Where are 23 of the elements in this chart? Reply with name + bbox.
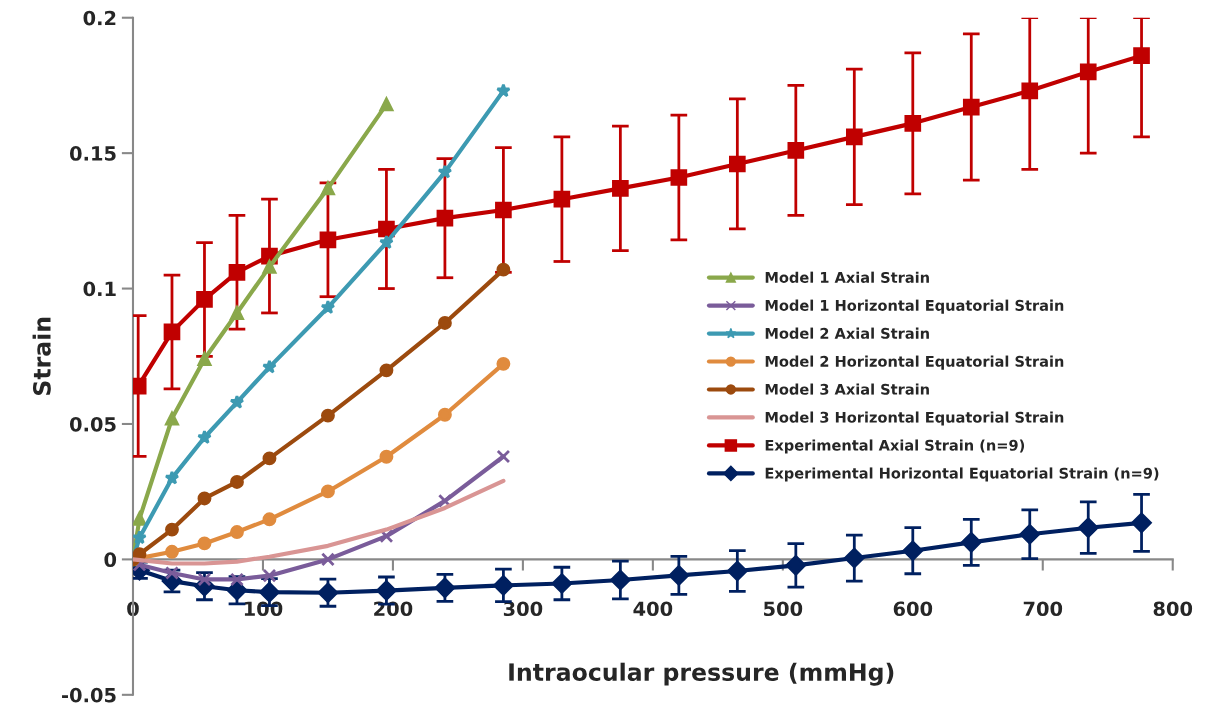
y-tick-label: 0.2 bbox=[83, 10, 116, 26]
y-tick-label: 0.1 bbox=[83, 281, 116, 297]
y-tick-label: 0.15 bbox=[69, 146, 116, 161]
y-tick-label: 0 bbox=[104, 552, 117, 568]
legend-label: Model 1 Axial Strain bbox=[765, 271, 929, 283]
legend-label: Model 1 Horizontal Equatorial Strain bbox=[765, 299, 1064, 314]
x-axis-title: Intraocular pressure (mmHg) bbox=[509, 662, 894, 686]
legend-label: Model 3 Horizontal Equatorial Strain bbox=[765, 411, 1064, 426]
x-tick-label: 400 bbox=[633, 601, 673, 617]
y-tick-label: -0.05 bbox=[62, 687, 116, 703]
legend-label: Model 3 Axial Strain bbox=[765, 383, 929, 395]
x-tick-label: 100 bbox=[244, 601, 283, 617]
x-tick-label: 600 bbox=[893, 601, 933, 617]
legend-label: Experimental Axial Strain (n=9) bbox=[765, 439, 1025, 454]
legend-label: Model 2 Axial Strain bbox=[765, 327, 929, 339]
x-tick-label: 300 bbox=[503, 601, 543, 617]
y-axis-title: Strain bbox=[32, 317, 51, 395]
legend-label: Model 2 Horizontal Equatorial Strain bbox=[765, 355, 1064, 370]
x-tick-label: 800 bbox=[1153, 601, 1193, 617]
x-tick-label: 500 bbox=[764, 601, 803, 617]
legend-label: Experimental Horizontal Equatorial Strain (n=9) bbox=[765, 467, 1159, 482]
y-tick-label: 0.05 bbox=[69, 416, 116, 432]
x-tick-label: 700 bbox=[1023, 601, 1063, 617]
